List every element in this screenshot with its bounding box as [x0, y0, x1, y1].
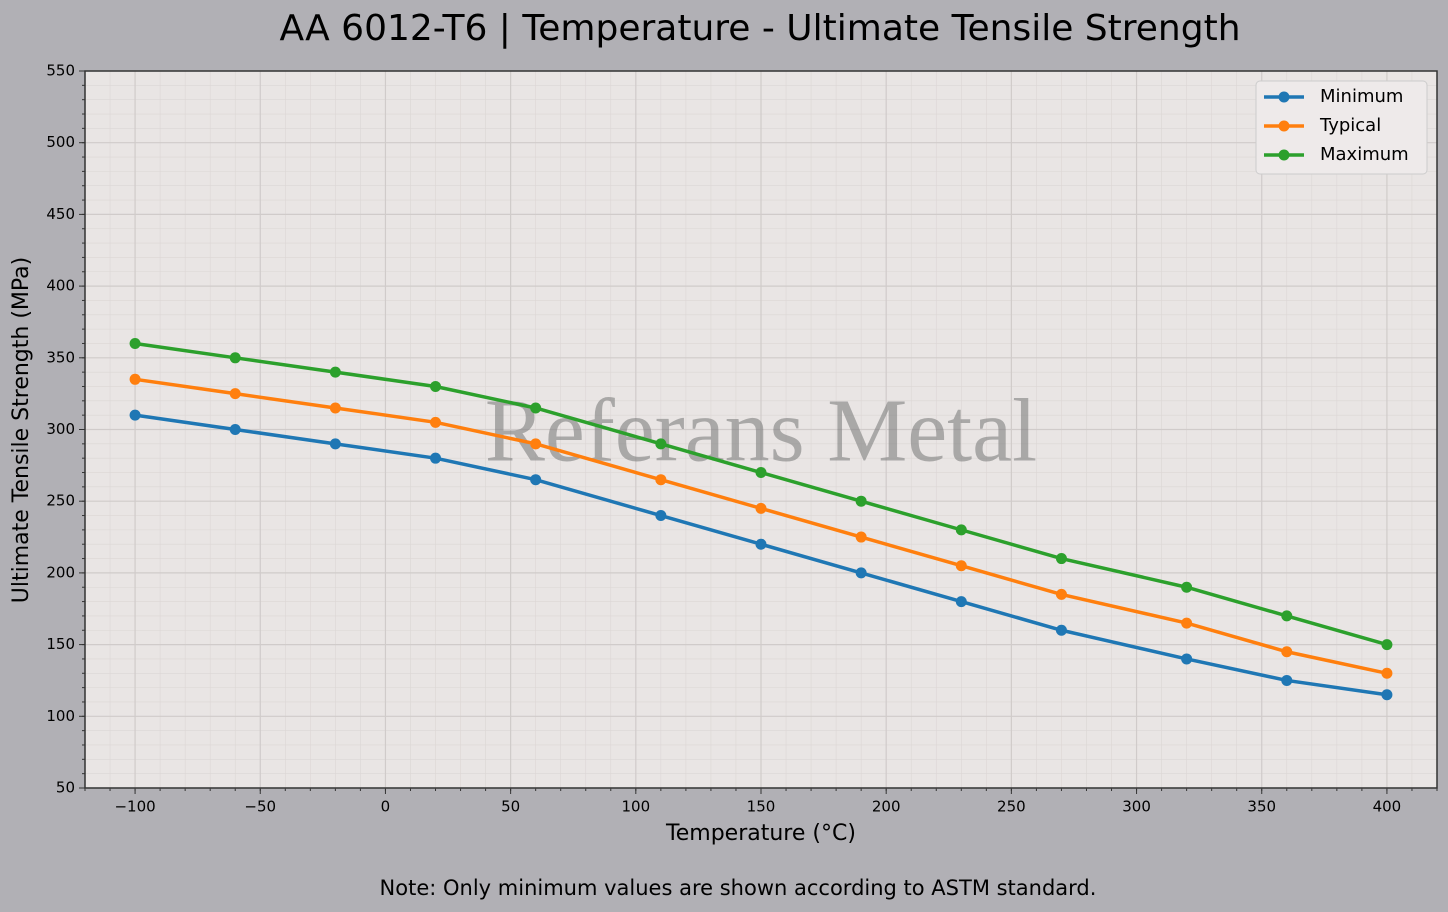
data-point [655, 474, 667, 486]
data-point [129, 337, 141, 349]
x-tick-label: −50 [244, 798, 276, 816]
data-point [1055, 588, 1067, 600]
data-point [129, 373, 141, 385]
data-point [1281, 674, 1293, 686]
y-tick-label: 550 [46, 62, 75, 80]
legend-label: Minimum [1320, 86, 1403, 107]
data-point [1181, 617, 1193, 629]
data-point [430, 380, 442, 392]
y-tick-label: 300 [46, 420, 75, 438]
data-point [1281, 610, 1293, 622]
data-point [1055, 624, 1067, 636]
y-tick-label: 150 [46, 635, 75, 653]
y-axis-label: Ultimate Tensile Strength (MPa) [9, 257, 34, 603]
data-point [1181, 581, 1193, 593]
data-point [329, 438, 341, 450]
data-point [229, 388, 241, 400]
x-tick-label: 100 [621, 798, 650, 816]
x-tick-label: 350 [1247, 798, 1276, 816]
data-point [955, 560, 967, 572]
data-point [430, 452, 442, 464]
data-point [955, 524, 967, 536]
y-tick-label: 100 [46, 707, 75, 725]
y-tick-label: 350 [46, 348, 75, 366]
legend-marker [1278, 149, 1290, 161]
data-point [1381, 639, 1393, 651]
y-tick-label: 200 [46, 563, 75, 581]
y-tick-label: 450 [46, 205, 75, 223]
data-point [329, 366, 341, 378]
data-point [755, 467, 767, 479]
x-tick-label: 200 [872, 798, 901, 816]
data-point [855, 567, 867, 579]
data-point [1055, 553, 1067, 565]
data-point [755, 502, 767, 514]
watermark: Referans Metal [485, 382, 1037, 481]
note: Note: Only minimum values are shown acco… [380, 876, 1097, 900]
data-point [530, 474, 542, 486]
y-tick-label: 400 [46, 277, 75, 295]
data-point [530, 438, 542, 450]
data-point [1381, 689, 1393, 701]
y-tick-label: 50 [56, 779, 75, 797]
x-tick-label: 0 [381, 798, 391, 816]
x-tick-label: 300 [1122, 798, 1151, 816]
x-tick-label: 50 [501, 798, 520, 816]
plot-frame [84, 70, 1438, 789]
x-tick-label: 250 [997, 798, 1026, 816]
x-tick-label: 150 [747, 798, 776, 816]
data-point [530, 402, 542, 414]
data-point [855, 531, 867, 543]
y-tick-label: 250 [46, 492, 75, 510]
data-point [430, 416, 442, 428]
data-point [955, 596, 967, 608]
legend-marker [1278, 91, 1290, 103]
data-point [229, 424, 241, 435]
data-point [855, 495, 867, 507]
data-point [655, 510, 667, 522]
x-tick-label: 400 [1373, 798, 1402, 816]
data-point [129, 409, 141, 421]
legend-box [1255, 80, 1428, 175]
data-point [329, 402, 341, 414]
legend-label: Maximum [1320, 144, 1409, 165]
data-point [1181, 653, 1193, 665]
x-tick-label: −100 [114, 798, 155, 816]
data-point [655, 438, 667, 450]
data-point [1281, 646, 1293, 658]
chart-title: AA 6012-T6 | Temperature - Ultimate Tens… [279, 8, 1240, 49]
data-point [755, 538, 767, 550]
y-tick-label: 500 [46, 133, 75, 151]
data-point [1381, 667, 1393, 679]
data-point [229, 352, 241, 364]
x-axis-label: Temperature (°C) [665, 821, 856, 846]
legend-label: Typical [1319, 115, 1381, 136]
legend-marker [1278, 120, 1290, 132]
